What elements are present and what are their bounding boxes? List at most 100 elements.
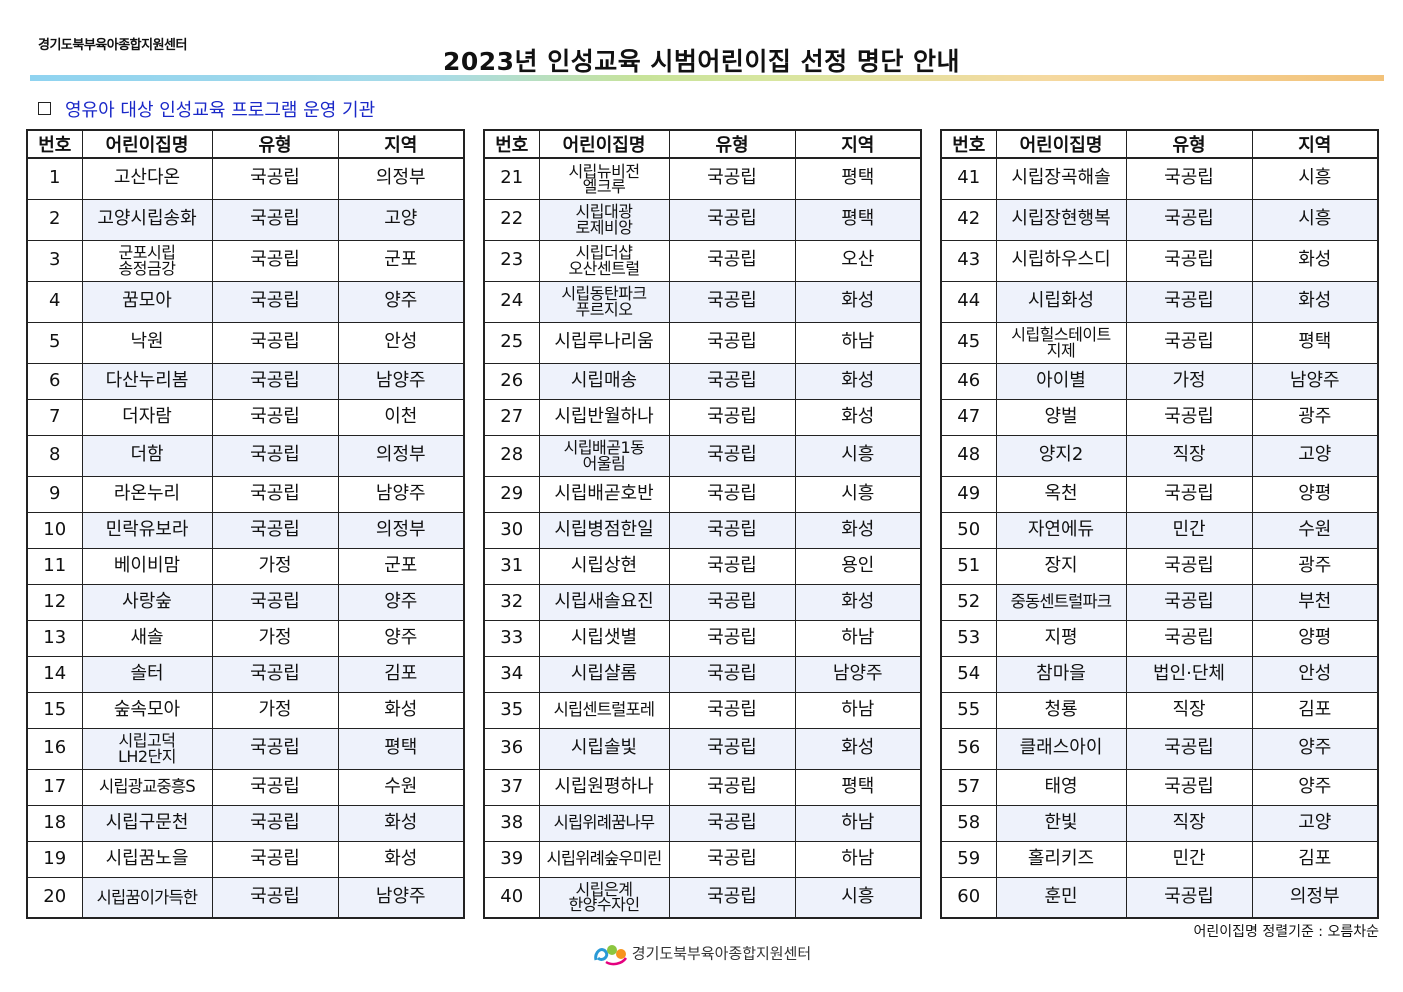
- region: 고양: [1251, 804, 1379, 842]
- table-row: 51 장지 국공립 광주: [940, 547, 1379, 585]
- daycare-name: 양벌: [995, 398, 1127, 436]
- col-region-header: 지역: [1251, 129, 1379, 159]
- table-row: 41 시립장곡해솔 국공립 시흥: [940, 157, 1379, 200]
- region: 화성: [794, 727, 922, 770]
- daycare-type: 국공립: [1125, 547, 1253, 585]
- region: 하남: [794, 321, 922, 364]
- region: 남양주: [794, 655, 922, 693]
- daycare-type: 국공립: [1125, 239, 1253, 282]
- col-name-header: 어린이집명: [995, 129, 1127, 159]
- table-row: 49 옥천 국공립 양평: [940, 475, 1379, 513]
- row-number: 29: [483, 475, 540, 513]
- row-number: 34: [483, 655, 540, 693]
- table-row: 26 시립매송 국공립 화성: [483, 362, 922, 400]
- roster-table-2: 번호 어린이집명 유형 지역 21 시립뉴비전 엘크루 국공립 평택 22 시립대광 로제비앙 국공립 평…: [483, 129, 922, 919]
- region: 양주: [337, 619, 465, 657]
- daycare-name: 시립힐스테이트 지제: [995, 321, 1127, 364]
- daycare-type: 국공립: [211, 434, 339, 477]
- daycare-type: 국공립: [211, 876, 339, 919]
- daycare-type: 국공립: [1125, 198, 1253, 241]
- row-number: 54: [940, 655, 997, 693]
- daycare-type: 국공립: [211, 727, 339, 770]
- daycare-name: 시립꿈이가득한: [81, 876, 213, 919]
- row-number: 33: [483, 619, 540, 657]
- row-number: 3: [26, 239, 83, 282]
- region: 광주: [1251, 547, 1379, 585]
- region: 고양: [1251, 434, 1379, 477]
- daycare-name: 훈민: [995, 876, 1127, 919]
- daycare-type: 국공립: [1125, 876, 1253, 919]
- row-number: 16: [26, 727, 83, 770]
- col-name-header: 어린이집명: [81, 129, 213, 159]
- table-row: 9 라온누리 국공립 남양주: [26, 475, 465, 513]
- row-number: 23: [483, 239, 540, 282]
- region: 남양주: [1251, 362, 1379, 400]
- daycare-name: 베이비맘: [81, 547, 213, 585]
- table-row: 32 시립새솔요진 국공립 화성: [483, 583, 922, 621]
- daycare-name: 사랑숲: [81, 583, 213, 621]
- daycare-name: 시립배곧호반: [538, 475, 670, 513]
- table-row: 17 시립광교중흥S 국공립 수원: [26, 768, 465, 806]
- daycare-type: 국공립: [1125, 280, 1253, 323]
- region: 시흥: [1251, 157, 1379, 200]
- daycare-type: 국공립: [668, 547, 796, 585]
- daycare-name: 시립하우스디: [995, 239, 1127, 282]
- region: 양주: [337, 583, 465, 621]
- table-row: 2 고양시립송화 국공립 고양: [26, 198, 465, 241]
- region: 김포: [1251, 840, 1379, 878]
- region: 양평: [1251, 475, 1379, 513]
- daycare-type: 국공립: [668, 804, 796, 842]
- col-number-header: 번호: [483, 129, 540, 159]
- daycare-name: 시립루나리움: [538, 321, 670, 364]
- table-row: 4 꿈모아 국공립 양주: [26, 280, 465, 323]
- daycare-name: 시립샛별: [538, 619, 670, 657]
- row-number: 57: [940, 768, 997, 806]
- row-number: 25: [483, 321, 540, 364]
- table-row: 58 한빛 직장 고양: [940, 804, 1379, 842]
- row-number: 43: [940, 239, 997, 282]
- row-number: 7: [26, 398, 83, 436]
- row-number: 14: [26, 655, 83, 693]
- row-number: 45: [940, 321, 997, 364]
- table-row: 52 중동센트럴파크 국공립 부천: [940, 583, 1379, 621]
- daycare-type: 국공립: [668, 691, 796, 729]
- region: 평택: [1251, 321, 1379, 364]
- daycare-name: 시립새솔요진: [538, 583, 670, 621]
- daycare-name: 지평: [995, 619, 1127, 657]
- section-heading: 영유아 대상 인성교육 프로그램 운영 기관: [38, 96, 375, 122]
- daycare-name: 양지2: [995, 434, 1127, 477]
- daycare-name: 시립배곧1동 어울림: [538, 434, 670, 477]
- region: 시흥: [794, 475, 922, 513]
- table-row: 6 다산누리봄 국공립 남양주: [26, 362, 465, 400]
- daycare-type: 국공립: [211, 475, 339, 513]
- daycare-name: 꿈모아: [81, 280, 213, 323]
- region: 화성: [794, 398, 922, 436]
- footer-org-name: 경기도북부육아종합지원센터: [631, 944, 812, 963]
- region: 화성: [337, 804, 465, 842]
- row-number: 28: [483, 434, 540, 477]
- region: 의정부: [337, 511, 465, 549]
- daycare-name: 더함: [81, 434, 213, 477]
- daycare-type: 국공립: [211, 804, 339, 842]
- table-row: 55 청룡 직장 김포: [940, 691, 1379, 729]
- col-region-header: 지역: [794, 129, 922, 159]
- daycare-name: 옥천: [995, 475, 1127, 513]
- row-number: 15: [26, 691, 83, 729]
- region: 시흥: [1251, 198, 1379, 241]
- region: 화성: [794, 583, 922, 621]
- row-number: 30: [483, 511, 540, 549]
- table-row: 60 훈민 국공립 의정부: [940, 876, 1379, 919]
- daycare-type: 가정: [211, 547, 339, 585]
- row-number: 12: [26, 583, 83, 621]
- daycare-name: 한빛: [995, 804, 1127, 842]
- region: 군포: [337, 239, 465, 282]
- row-number: 20: [26, 876, 83, 919]
- row-number: 60: [940, 876, 997, 919]
- row-number: 51: [940, 547, 997, 585]
- region: 김포: [337, 655, 465, 693]
- table-row: 16 시립고덕 LH2단지 국공립 평택: [26, 727, 465, 770]
- row-number: 44: [940, 280, 997, 323]
- region: 평택: [794, 768, 922, 806]
- daycare-name: 시립더샵 오산센트럴: [538, 239, 670, 282]
- table-row: 20 시립꿈이가득한 국공립 남양주: [26, 876, 465, 919]
